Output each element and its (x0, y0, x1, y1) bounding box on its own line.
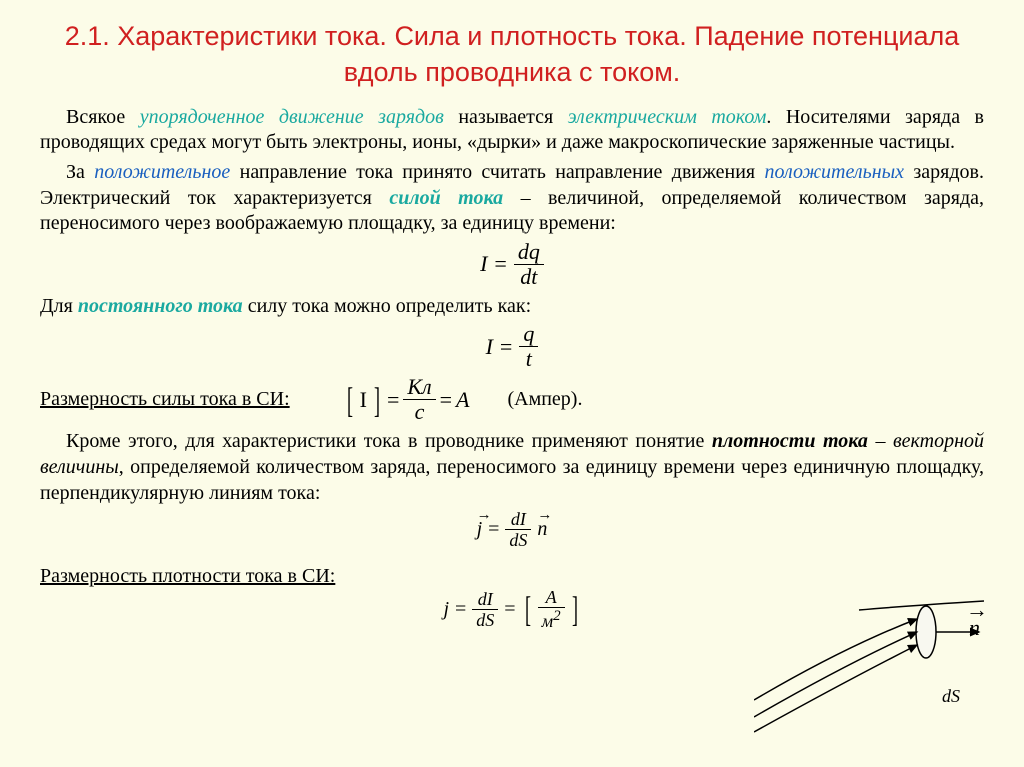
right-bracket2-icon: ] (572, 593, 578, 625)
p2-lead: За (66, 161, 94, 183)
p2-term-1: положительное (94, 161, 230, 183)
eq3-den: dS (505, 530, 531, 549)
left-bracket-icon: [ (347, 384, 353, 416)
eq3-rhs-vec: n (537, 518, 547, 541)
dim-I-num: Кл (403, 376, 435, 400)
page-title: 2.1. Характеристики тока. Сила и плотнос… (40, 18, 984, 91)
dim-j-num: dI (472, 590, 498, 610)
paragraph-4: Кроме этого, для характеристики тока в п… (40, 429, 984, 506)
eq3-num: dI (505, 510, 531, 530)
dim-I-expr: [ I ] = Кл с = А (344, 376, 470, 423)
figure-n-text: n (969, 615, 980, 640)
dim-j-unum: А (538, 588, 565, 608)
p4-lead: Кроме этого, для характеристики тока в п… (66, 430, 712, 452)
p4-term-1: плотности тока (712, 430, 868, 452)
p2-term-3: силой тока (389, 187, 503, 209)
dim-j-unit-fraction: А м2 (538, 588, 565, 630)
p1-mid1: называется (444, 106, 568, 128)
eq1-den: dt (514, 265, 544, 288)
p1-term-2: электрическим током (568, 106, 767, 128)
dim-I-eq: = (387, 387, 399, 413)
dim-j-lhs: j (443, 598, 449, 621)
dimension-density: Размерность плотности тока в СИ: (40, 555, 984, 588)
slide-page: 2.1. Характеристики тока. Сила и плотнос… (0, 0, 1024, 767)
equation-2: I = q t (40, 323, 984, 370)
equation-1: I = dq dt (40, 241, 984, 288)
p3-rest: силу тока можно определить как: (243, 295, 532, 317)
dim-I-label: Размерность силы тока в СИ: (40, 388, 290, 411)
p4-mid: – (868, 430, 893, 452)
dim-I-var: I (360, 387, 367, 413)
right-bracket-icon: ] (374, 384, 380, 416)
eq1-fraction: dq dt (514, 241, 544, 288)
dim-I-fraction: Кл с (403, 376, 435, 423)
p2-term-2: положительных (764, 161, 904, 183)
dim-j-eq: = (455, 598, 466, 621)
eq2-fraction: q t (519, 323, 538, 370)
dim-I-eq2: = (440, 387, 452, 413)
p3-term-1: постоянного тока (78, 295, 243, 317)
eq3-lhs-vec: j (477, 518, 483, 541)
figure-dS-label: dS (942, 686, 960, 706)
dim-j-unit-expr: [ А м2 ] (522, 588, 581, 630)
dim-j-uden: м2 (538, 608, 565, 630)
eq1-num: dq (514, 241, 544, 265)
dim-j-den: dS (472, 610, 498, 629)
p4-rest: , определяемой количеством заряда, перен… (40, 456, 984, 504)
paragraph-2: За положительное направление тока принят… (40, 160, 984, 237)
eq1-lhs: I = (480, 251, 508, 277)
eq3-fraction: dI dS (505, 510, 531, 549)
p3-lead: Для (40, 295, 78, 317)
paragraph-3: Для постоянного тока силу тока можно опр… (40, 294, 984, 320)
current-density-figure: → n dS (754, 587, 984, 737)
eq2-lhs: I = (486, 334, 514, 360)
equation-3: j = dI dS n (40, 510, 984, 549)
dim-j-label: Размерность плотности тока в СИ: (40, 555, 335, 588)
p2-mid1: направление тока принято считать направл… (230, 161, 764, 183)
dim-I-unit: А (456, 387, 469, 413)
eq2-den: t (519, 347, 538, 370)
paragraph-1: Всякое упорядоченное движение зарядов на… (40, 105, 984, 156)
dimension-current: Размерность силы тока в СИ: [ I ] = Кл с… (40, 376, 984, 423)
p1-lead: Всякое (66, 106, 140, 128)
left-bracket2-icon: [ (525, 593, 531, 625)
dim-I-note: (Ампер). (507, 388, 582, 411)
p1-term-1: упорядоченное движение зарядов (140, 106, 444, 128)
dim-I-den: с (403, 400, 435, 423)
flow-lines-icon: → n dS (754, 587, 984, 737)
dim-j-fraction: dI dS (472, 590, 498, 629)
eq2-num: q (519, 323, 538, 347)
dim-j-eq2: = (504, 598, 515, 621)
